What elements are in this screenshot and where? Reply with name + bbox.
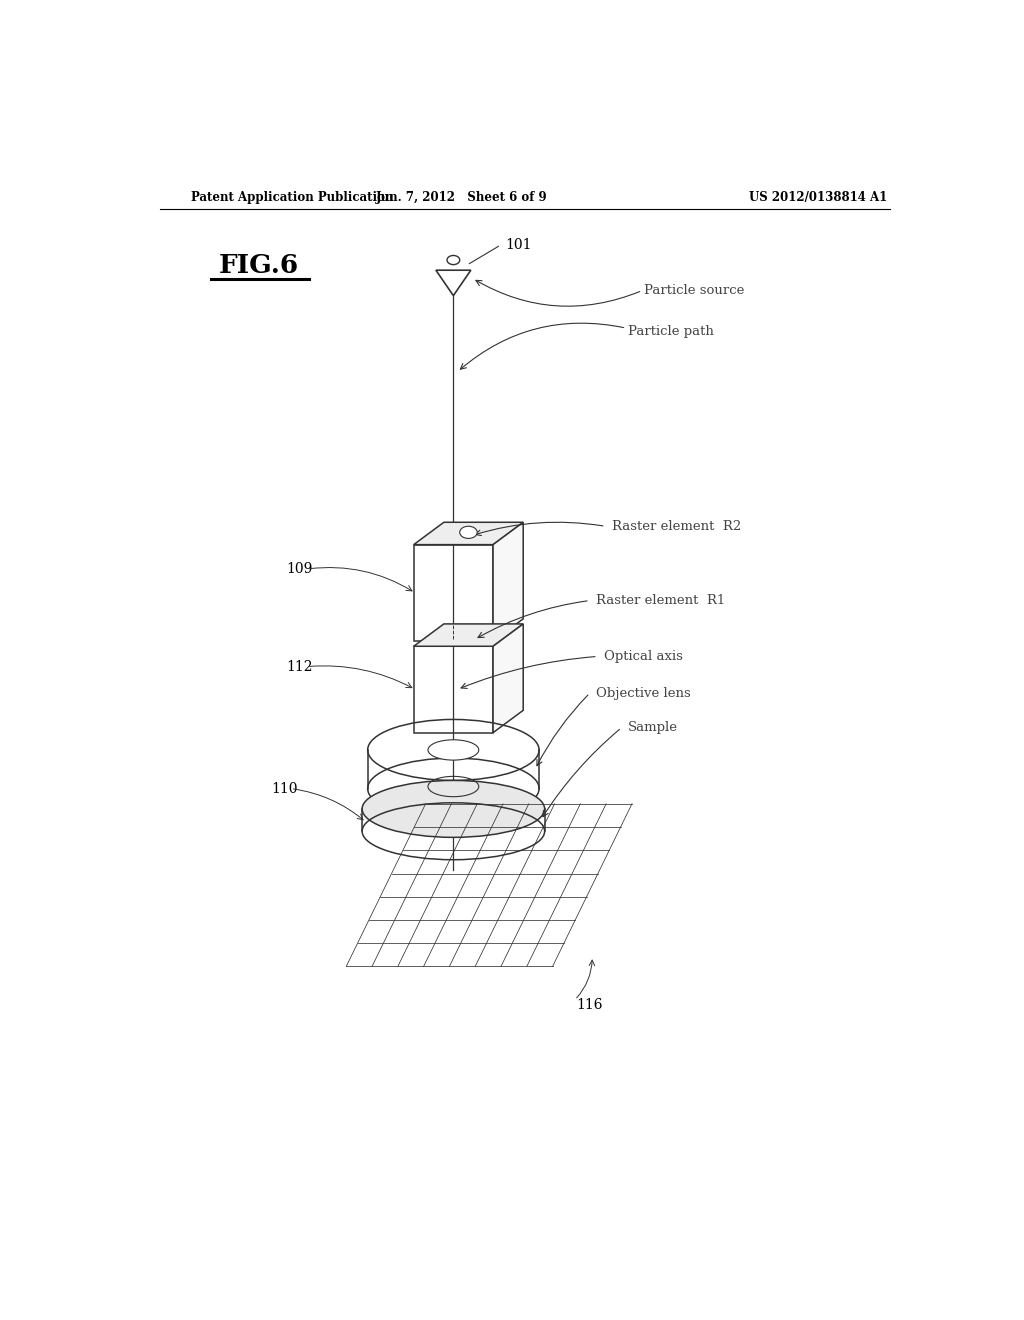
Text: 109: 109 — [287, 562, 313, 576]
Text: Particle source: Particle source — [644, 284, 744, 297]
Text: 116: 116 — [577, 998, 603, 1012]
Text: 112: 112 — [287, 660, 313, 673]
Polygon shape — [414, 624, 523, 647]
Text: Particle path: Particle path — [628, 325, 714, 338]
Ellipse shape — [460, 527, 477, 539]
Polygon shape — [494, 523, 523, 642]
Text: Patent Application Publication: Patent Application Publication — [191, 190, 394, 203]
Ellipse shape — [362, 780, 545, 837]
Text: Optical axis: Optical axis — [604, 649, 683, 663]
Text: 110: 110 — [270, 781, 297, 796]
Ellipse shape — [447, 256, 460, 264]
Text: Jun. 7, 2012   Sheet 6 of 9: Jun. 7, 2012 Sheet 6 of 9 — [376, 190, 547, 203]
Text: Sample: Sample — [628, 721, 678, 734]
Text: Objective lens: Objective lens — [596, 686, 691, 700]
Text: US 2012/0138814 A1: US 2012/0138814 A1 — [750, 190, 888, 203]
Text: FIG.6: FIG.6 — [219, 252, 299, 277]
Polygon shape — [414, 523, 523, 545]
Polygon shape — [494, 624, 523, 733]
Ellipse shape — [428, 739, 479, 760]
Text: Raster element  R2: Raster element R2 — [612, 520, 741, 533]
Text: Raster element  R1: Raster element R1 — [596, 594, 725, 607]
Text: 101: 101 — [505, 238, 531, 252]
